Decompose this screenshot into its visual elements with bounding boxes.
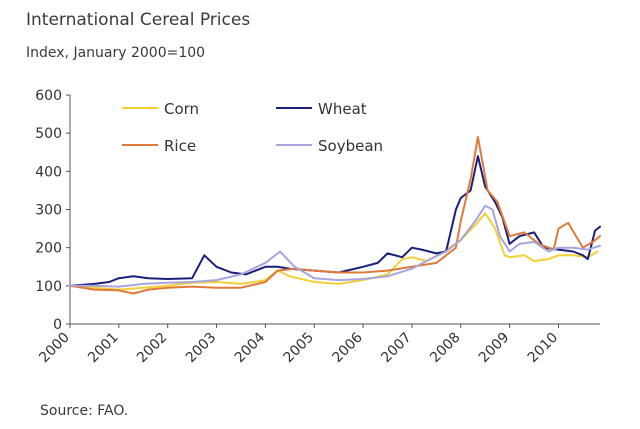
x-tick-label: 2008 (427, 330, 464, 367)
series-line-wheat (69, 155, 601, 287)
x-tick-label: 2006 (329, 329, 366, 366)
y-tick-label: 500 (35, 126, 62, 142)
y-tick-label: 400 (35, 164, 62, 180)
legend-label-wheat: Wheat (318, 100, 367, 118)
x-tick-label: 2004 (232, 329, 269, 366)
y-tick-label: 0 (53, 317, 62, 333)
x-tick-label: 2003 (183, 330, 220, 367)
y-tick-label: 200 (35, 241, 62, 257)
x-tick-label: 2000 (36, 330, 73, 367)
y-tick-label: 100 (35, 279, 62, 295)
y-tick-label: 600 (35, 88, 62, 104)
chart-source: Source: FAO. (40, 403, 129, 419)
x-tick-label: 2001 (85, 330, 122, 367)
legend-label-soybean: Soybean (318, 137, 383, 155)
x-tick-label: 2005 (281, 330, 318, 367)
series-line-soybean (69, 204, 601, 288)
chart-title: International Cereal Prices (26, 10, 251, 30)
legend-label-corn: Corn (164, 100, 199, 118)
legend-label-rice: Rice (164, 137, 196, 155)
x-tick-label: 2007 (378, 330, 415, 367)
x-tick-label: 2009 (476, 330, 513, 367)
chart-subtitle: Index, January 2000=100 (26, 45, 206, 61)
x-tick-label: 2002 (134, 330, 171, 367)
series-line-rice (69, 136, 601, 295)
x-tick-label: 2010 (525, 330, 562, 367)
y-tick-label: 300 (35, 203, 62, 219)
